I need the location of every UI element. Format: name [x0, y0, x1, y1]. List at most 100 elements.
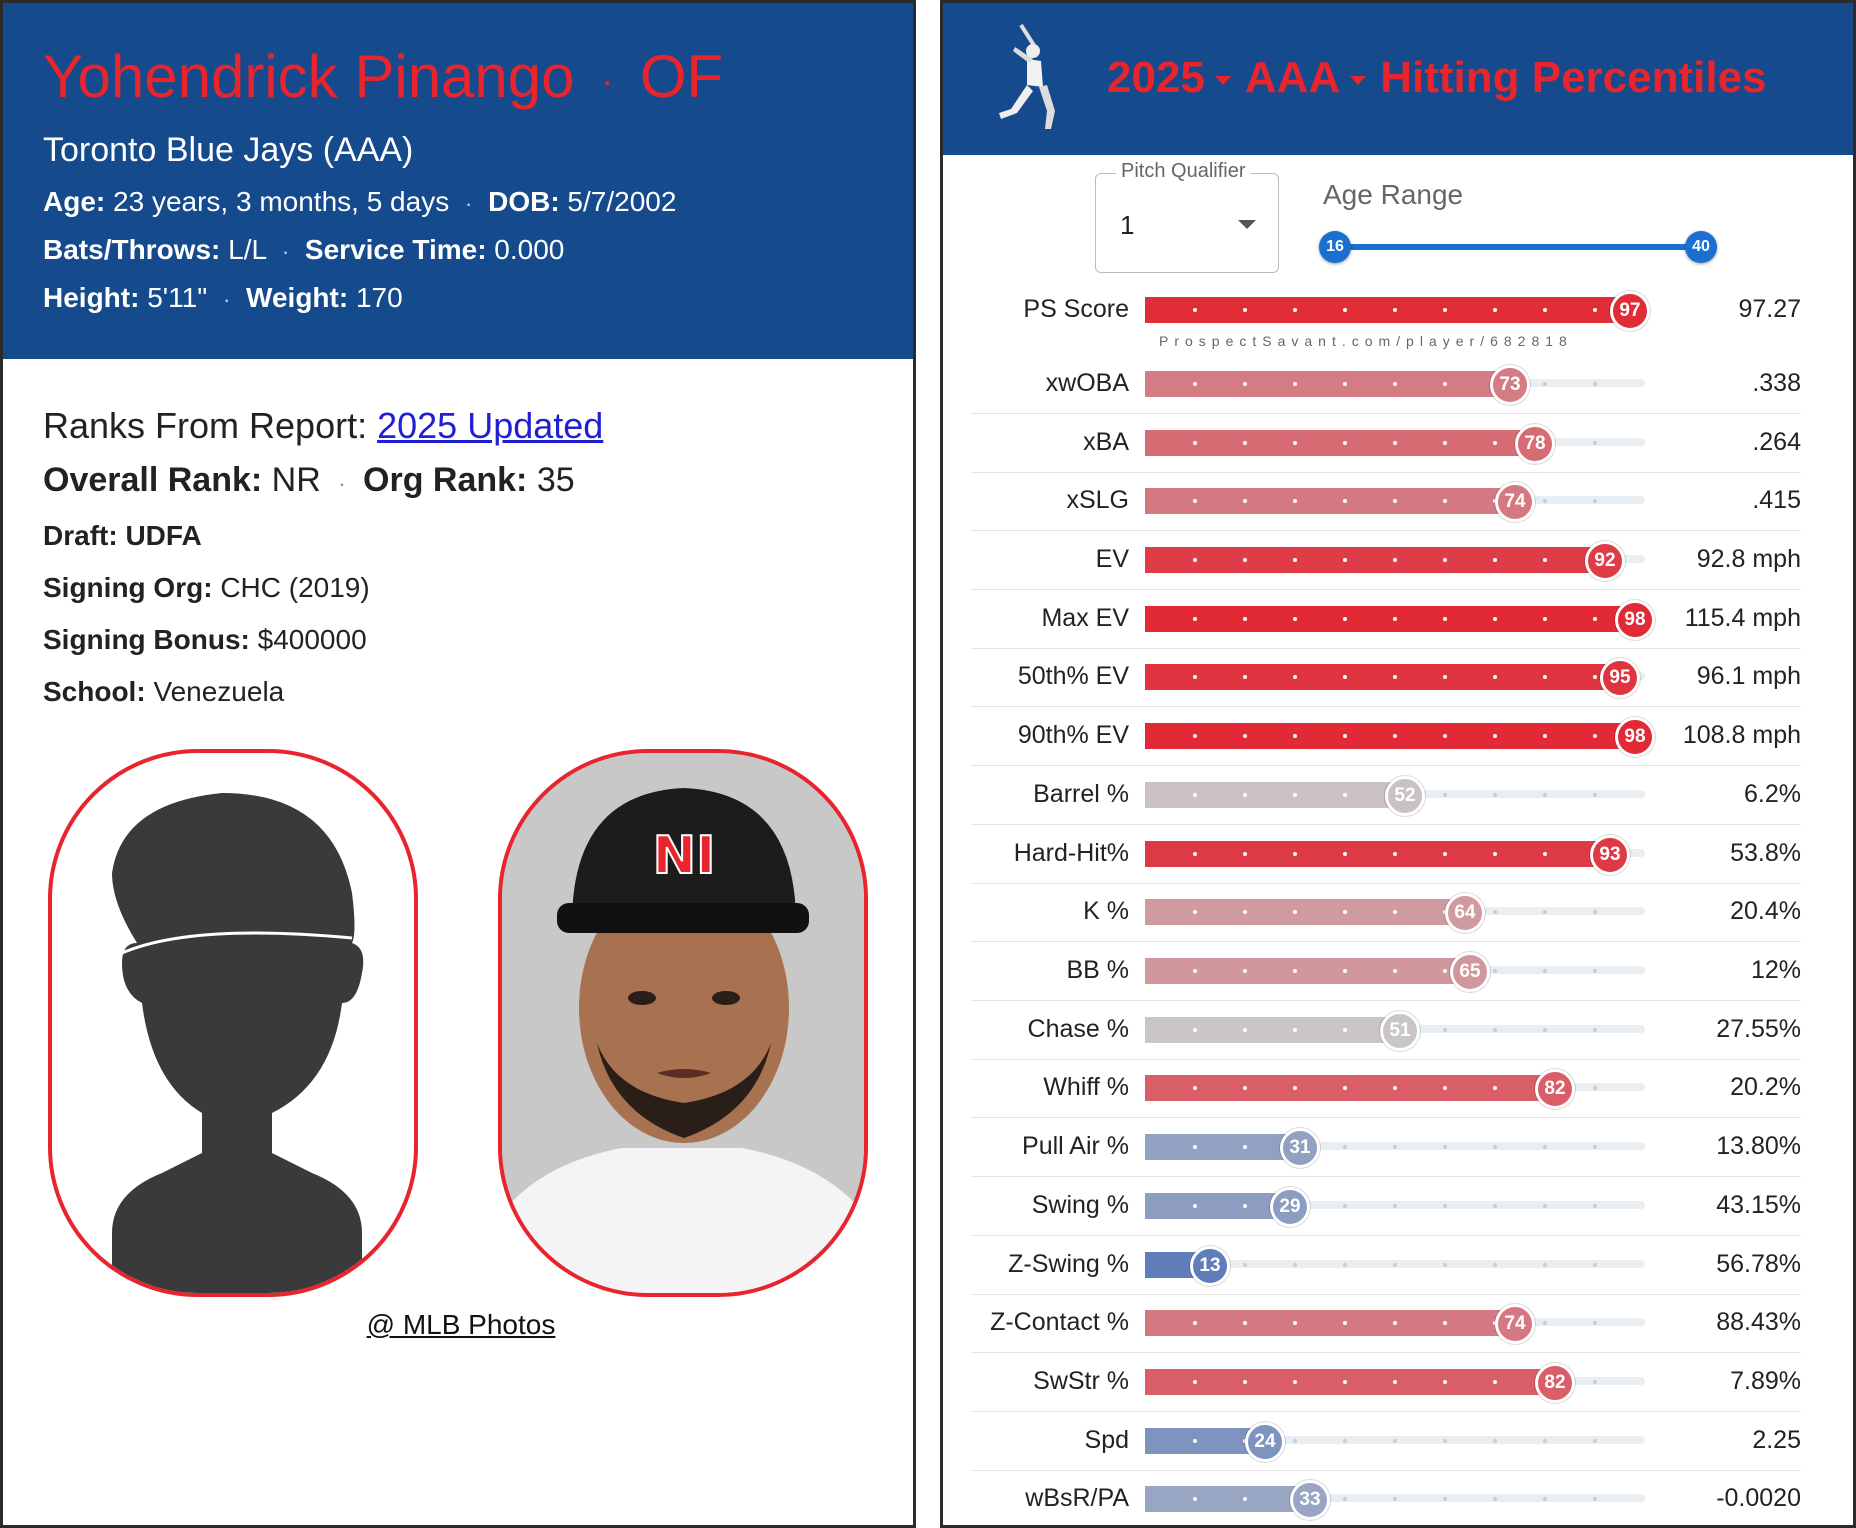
- tick-dot: [1443, 793, 1447, 797]
- percentiles-heading: Hitting Percentiles: [1380, 53, 1767, 102]
- percentile-row: Swing % 29 43.15%: [971, 1177, 1801, 1236]
- bats-value: L/L: [228, 234, 267, 266]
- tick-dots: [1145, 958, 1645, 984]
- player-name-line: Yohendrick Pinango · OF: [43, 43, 724, 110]
- percentile-track: 98: [1145, 717, 1655, 757]
- percentile-row: Spd 24 2.25: [971, 1412, 1801, 1471]
- level-dropdown[interactable]: AAA: [1244, 53, 1341, 102]
- percentile-bubble: 74: [1495, 1304, 1535, 1344]
- percentile-track: 24: [1145, 1422, 1645, 1462]
- tick-dot: [1343, 1497, 1347, 1501]
- percentile-bar: [1145, 1369, 1555, 1395]
- tick-dot: [1543, 969, 1547, 973]
- tick-dot: [1343, 1086, 1347, 1090]
- tick-dot: [1493, 558, 1497, 562]
- year-caret-icon[interactable]: [1214, 75, 1231, 85]
- tick-dot: [1243, 1497, 1247, 1501]
- metric-label: Z-Contact %: [990, 1308, 1129, 1336]
- overall-rank-value: NR: [271, 461, 321, 499]
- tick-dot: [1543, 1204, 1547, 1208]
- percentile-bubble: 98: [1615, 717, 1655, 757]
- age-range-max-handle[interactable]: 40: [1685, 231, 1717, 263]
- metric-value: 2.25: [1752, 1426, 1801, 1454]
- tick-dot: [1393, 1380, 1397, 1384]
- metric-value: 92.8 mph: [1696, 545, 1801, 573]
- metric-label: xwOBA: [1045, 369, 1129, 397]
- metric-label: Hard-Hit%: [1013, 839, 1129, 867]
- percentile-bar: [1145, 1134, 1300, 1160]
- tick-dot: [1543, 499, 1547, 503]
- bats-label: Bats/Throws:: [43, 234, 221, 266]
- tick-dot: [1243, 852, 1247, 856]
- percentile-track: 52: [1145, 776, 1645, 816]
- tick-dot: [1543, 1145, 1547, 1149]
- tick-dot: [1343, 1028, 1347, 1032]
- height-label: Height:: [43, 282, 140, 314]
- tick-dot: [1393, 1321, 1397, 1325]
- age-range-label: Age Range: [1323, 179, 1464, 210]
- tick-dot: [1443, 734, 1447, 738]
- tick-dot: [1493, 1145, 1497, 1149]
- percentile-row: xwOBA 73 .338: [971, 355, 1801, 414]
- watermark: ProspectSavant.com/player/682818: [1159, 333, 1573, 349]
- tick-dot: [1343, 558, 1347, 562]
- metric-value: -0.0020: [1716, 1484, 1801, 1512]
- percentile-bar: [1145, 488, 1515, 514]
- signing-org-value: CHC (2019): [220, 572, 370, 603]
- percentile-track: 82: [1145, 1363, 1645, 1403]
- metric-value: 115.4 mph: [1684, 604, 1801, 632]
- tick-dot: [1593, 1204, 1597, 1208]
- tick-dot: [1293, 1028, 1297, 1032]
- tick-dot: [1343, 617, 1347, 621]
- percentile-row: PS Score 97 97.27: [971, 281, 1801, 339]
- metric-value: 20.2%: [1730, 1073, 1801, 1101]
- tick-dot: [1243, 675, 1247, 679]
- percentile-row: Hard-Hit% 93 53.8%: [971, 825, 1801, 884]
- tick-dot: [1243, 910, 1247, 914]
- photo-credit-link[interactable]: @ MLB Photos: [366, 1309, 556, 1340]
- tick-dot: [1543, 382, 1547, 386]
- tick-dots: [1145, 1134, 1645, 1160]
- year-dropdown[interactable]: 2025: [1107, 53, 1205, 102]
- tick-dot: [1593, 499, 1597, 503]
- ranks-section: Ranks From Report: 2025 Updated Overall …: [3, 359, 913, 708]
- age-range-min-handle[interactable]: 16: [1319, 231, 1351, 263]
- metric-label: 50th% EV: [1017, 662, 1129, 690]
- age-range-track[interactable]: [1335, 244, 1699, 250]
- tick-dot: [1593, 675, 1597, 679]
- tick-dot: [1443, 558, 1447, 562]
- percentile-row: wBsR/PA 33 -0.0020: [971, 1470, 1801, 1528]
- tick-dot: [1193, 969, 1197, 973]
- percentile-bubble: 82: [1535, 1363, 1575, 1403]
- tick-dots: [1145, 1193, 1645, 1219]
- batter-icon: [999, 23, 1055, 129]
- tick-dot: [1443, 1497, 1447, 1501]
- pitch-qualifier-value[interactable]: 1: [1120, 210, 1135, 240]
- tick-dot: [1593, 734, 1597, 738]
- tick-dot: [1543, 308, 1547, 312]
- tick-dot: [1593, 1086, 1597, 1090]
- tick-dot: [1493, 793, 1497, 797]
- metric-value: 88.43%: [1716, 1308, 1801, 1336]
- level-caret-icon[interactable]: [1350, 75, 1367, 85]
- percentile-bubble: 64: [1445, 893, 1485, 933]
- tick-dot: [1293, 1086, 1297, 1090]
- service-label: Service Time:: [304, 234, 487, 266]
- tick-dot: [1393, 1263, 1397, 1267]
- percentile-track: 82: [1145, 1069, 1645, 1109]
- tick-dot: [1443, 1028, 1447, 1032]
- percentile-bubble: 82: [1535, 1069, 1575, 1109]
- tick-dot: [1243, 1086, 1247, 1090]
- tick-dot: [1243, 499, 1247, 503]
- org-rank-value: 35: [536, 461, 575, 499]
- tick-dot: [1343, 1439, 1347, 1443]
- tick-dot: [1543, 617, 1547, 621]
- percentile-bar: [1145, 723, 1635, 749]
- percentile-bar: [1145, 297, 1630, 323]
- pitch-qualifier-select[interactable]: Pitch Qualifier 1: [1095, 160, 1279, 273]
- school-line: School: Venezuela: [43, 676, 913, 708]
- tick-dots: [1145, 547, 1645, 573]
- report-link[interactable]: 2025 Updated: [377, 405, 604, 446]
- chevron-down-icon[interactable]: [1238, 220, 1256, 229]
- pitch-qualifier-label: Pitch Qualifier: [1116, 160, 1251, 183]
